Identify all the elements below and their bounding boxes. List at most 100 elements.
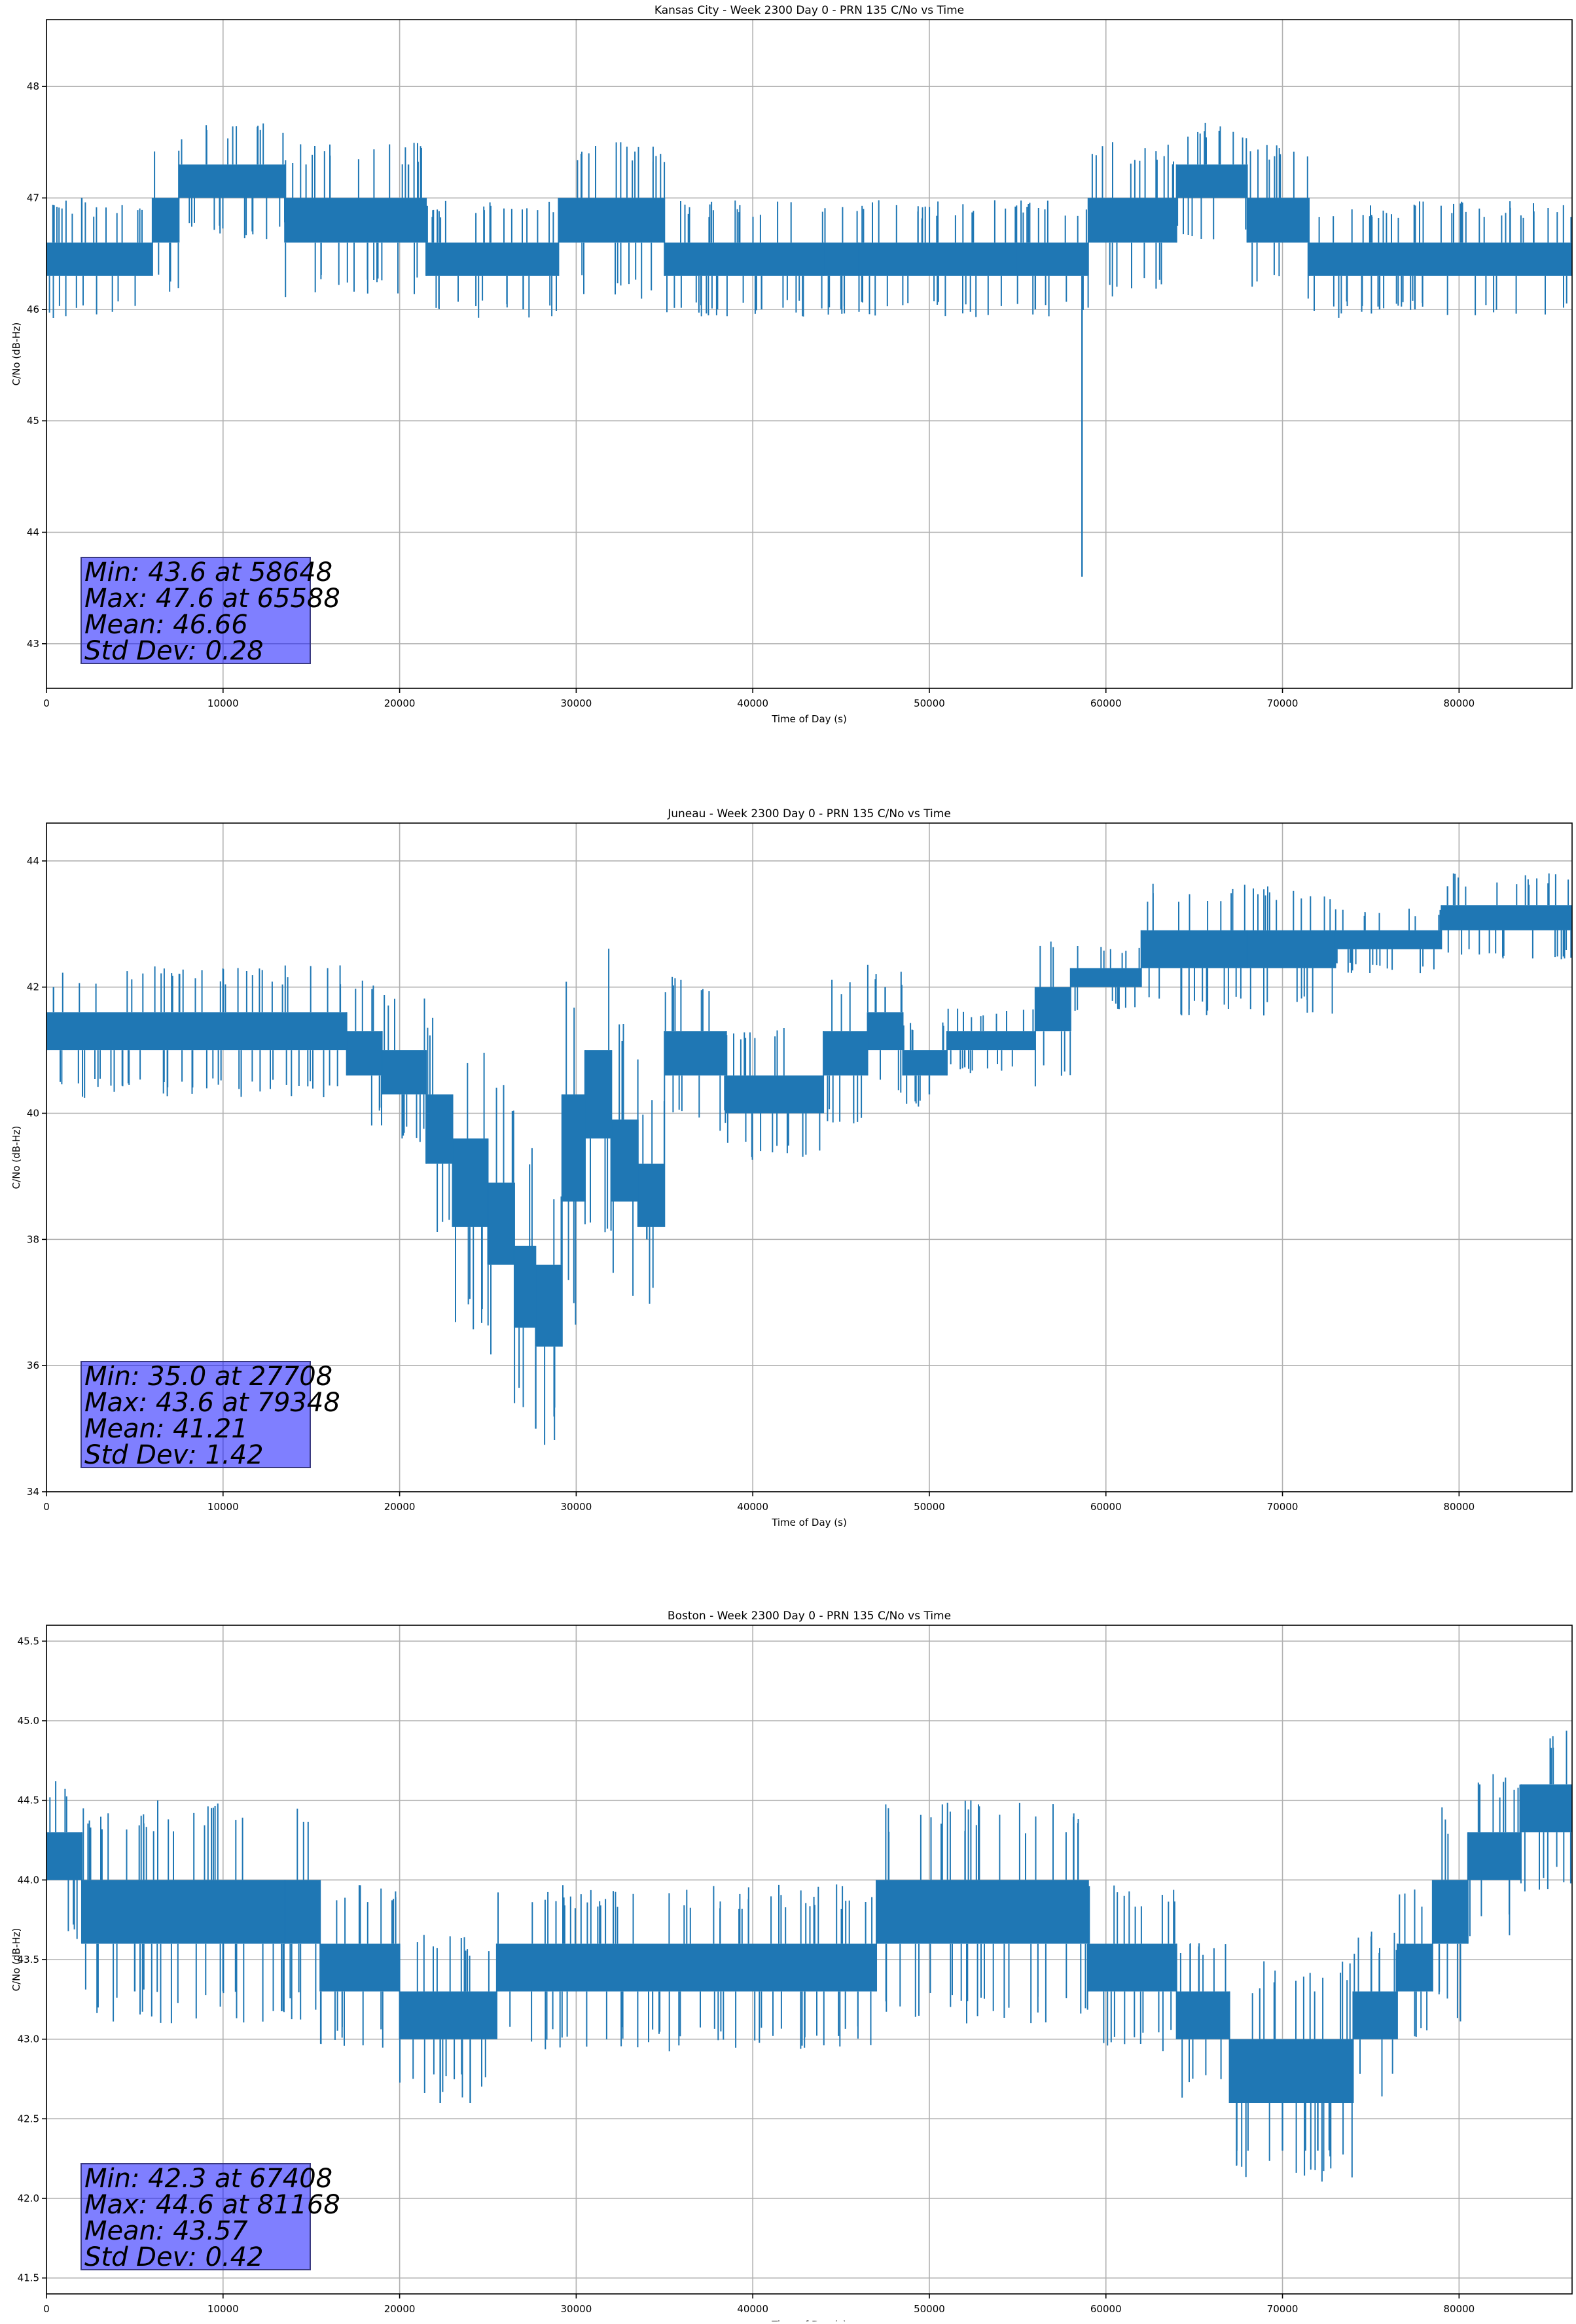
- series-noise: [1447, 873, 1572, 960]
- x-tick-label: 60000: [1090, 2303, 1122, 2315]
- series-band: [867, 1012, 903, 1051]
- y-axis-label: C/No (dB-Hz): [10, 1928, 22, 1992]
- x-axis-label: Time of Day (s): [771, 713, 847, 725]
- series-noise: [947, 1008, 1034, 1074]
- x-tick-label: 0: [43, 1501, 50, 1513]
- y-tick-label: 36: [27, 1360, 39, 1371]
- chart-panel-boston: 0 10000 20000 30000 40000 50000 60000 70000 8000…: [10, 1610, 1573, 2324]
- series-noise: [319, 1885, 397, 2048]
- series-band: [1088, 198, 1177, 243]
- x-tick-label: 70000: [1267, 697, 1298, 709]
- axes-frame: [46, 822, 1573, 1492]
- series-band: [1520, 1784, 1572, 1833]
- series-band: [399, 1991, 497, 2039]
- series-band: [1229, 2039, 1353, 2103]
- series-band: [823, 242, 859, 276]
- x-tick-label: 0: [43, 697, 50, 709]
- x-tick-label: 80000: [1443, 1501, 1475, 1513]
- series-band: [1441, 905, 1572, 930]
- series-band: [1070, 968, 1141, 987]
- y-tick-label: 47: [27, 192, 39, 204]
- series-noise: [1249, 886, 1333, 1015]
- series-band: [179, 164, 285, 198]
- series-band: [320, 1943, 400, 1992]
- x-tick-label: 50000: [914, 2303, 945, 2315]
- series-band: [285, 198, 427, 243]
- series-noise: [1469, 1774, 1521, 1937]
- series-noise: [48, 200, 143, 318]
- series-noise: [858, 200, 1018, 317]
- series-noise: [455, 1053, 485, 1329]
- series-noise: [612, 1024, 639, 1296]
- stats-min: Min: 42.3 at 67408: [84, 2164, 333, 2194]
- series-noise: [726, 1028, 821, 1160]
- series-band: [1141, 930, 1247, 968]
- series-noise: [514, 1148, 533, 1407]
- stats-box-kansas-city: Min: 43.6 at 58648 Max: 47.6 at 65588 Me…: [81, 557, 340, 666]
- series-band: [664, 1031, 726, 1076]
- x-tick-label: 50000: [914, 697, 945, 709]
- series-noise: [49, 1781, 78, 1939]
- series-band: [1335, 930, 1442, 949]
- series-noise: [285, 143, 422, 298]
- x-tick-label: 70000: [1267, 1501, 1298, 1513]
- chart-panel-kansas-city: 0 10000 20000 30000 40000 50000 60000 70000 8000…: [10, 4, 1573, 725]
- series-noise: [827, 979, 863, 1123]
- series-noise: [1399, 1889, 1428, 2037]
- x-tick-label: 60000: [1090, 1501, 1122, 1513]
- series-noise: [181, 123, 285, 239]
- series-band: [514, 1245, 536, 1328]
- series-noise: [487, 1085, 514, 1355]
- series-noise: [903, 1022, 944, 1107]
- series-noise: [1353, 1931, 1397, 2097]
- x-tick-label: 10000: [207, 1501, 239, 1513]
- y-tick-label: 44: [27, 855, 39, 867]
- series-noise: [1147, 883, 1245, 1015]
- series-band: [1176, 1991, 1230, 2039]
- x-tick-label: 10000: [207, 2303, 239, 2315]
- series-band: [823, 1031, 868, 1076]
- stats-std-dev: Std Dev: 1.42: [84, 1440, 264, 1470]
- y-tick-label: 44: [27, 527, 39, 538]
- series-band: [1247, 930, 1336, 968]
- series-band: [637, 1163, 665, 1227]
- series-noise: [1088, 1885, 1175, 2052]
- series-noise: [824, 207, 858, 315]
- y-axis-label: C/No (dB-Hz): [10, 1126, 22, 1189]
- series-noise: [577, 142, 666, 299]
- stats-max: Max: 43.6 at 79348: [84, 1388, 340, 1418]
- x-tick-label: 30000: [561, 2303, 592, 2315]
- series-noise: [1074, 946, 1140, 1011]
- x-tick-label: 40000: [737, 697, 768, 709]
- x-tick-label: 80000: [1443, 2303, 1475, 2315]
- x-tick-label: 60000: [1090, 697, 1122, 709]
- series-noise: [1179, 1943, 1227, 2098]
- series-band: [496, 1943, 877, 1992]
- stats-std-dev: Std Dev: 0.28: [84, 636, 264, 666]
- x-axis-label: Time of Day (s): [771, 2319, 847, 2321]
- x-tick-label: 30000: [561, 1501, 592, 1513]
- chart-title: Juneau - Week 2300 Day 0 - PRN 135 C/No …: [667, 807, 951, 820]
- series-band: [1088, 1943, 1177, 1992]
- y-tick-label: 45.5: [18, 1635, 39, 1647]
- y-tick-label: 48: [27, 80, 39, 92]
- series-noise: [384, 995, 425, 1142]
- series-noise: [666, 200, 823, 317]
- series-band: [1467, 1832, 1521, 1880]
- stats-box-boston: Min: 42.3 at 67408 Max: 44.6 at 81168 Me…: [81, 2163, 340, 2272]
- stats-std-dev: Std Dev: 0.42: [84, 2242, 264, 2272]
- chart-panel-juneau: 0 10000 20000 30000 40000 50000 60000 70000 8000…: [10, 807, 1573, 1528]
- series-noise: [1249, 145, 1309, 299]
- series-band: [46, 1012, 347, 1051]
- y-tick-label: 44.0: [18, 1874, 39, 1886]
- series-noise: [426, 200, 557, 318]
- series-noise: [427, 1017, 450, 1232]
- stats-max: Max: 44.6 at 81168: [84, 2190, 340, 2220]
- y-tick-label: 42: [27, 981, 39, 993]
- series-band: [346, 1031, 382, 1076]
- y-tick-label: 46: [27, 304, 39, 315]
- x-tick-label: 10000: [207, 697, 239, 709]
- stats-min: Min: 43.6 at 58648: [84, 557, 333, 588]
- series-noise: [544, 1196, 562, 1445]
